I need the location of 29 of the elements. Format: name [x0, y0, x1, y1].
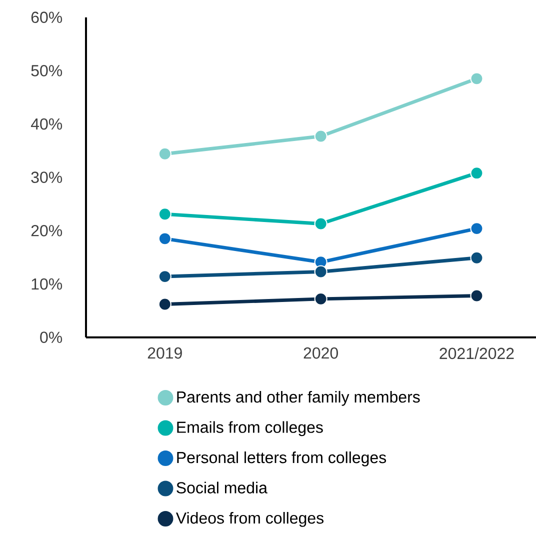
y-tick-label: 60% — [31, 12, 62, 23]
legend-label: Parents and other family members — [177, 390, 420, 406]
y-tick-label: 50% — [31, 65, 62, 76]
point — [470, 289, 484, 302]
x-tick-label: 2020 — [304, 347, 338, 359]
legend-label: Emails from colleges — [177, 421, 323, 436]
legend-label: Social media — [176, 482, 268, 494]
y-tick-label: 20% — [31, 225, 62, 236]
point — [470, 222, 484, 236]
point — [314, 292, 328, 306]
y-tick-label: 0% — [40, 332, 62, 343]
y-tick-label: 10% — [32, 278, 62, 290]
legend-label: Videos from colleges — [176, 512, 324, 527]
point — [314, 130, 328, 143]
point — [158, 147, 172, 160]
x-tick-label: 2021/2022 — [440, 347, 514, 360]
point — [158, 298, 172, 311]
point — [314, 265, 328, 278]
point — [470, 251, 484, 264]
legend-label: Personal letters from colleges — [177, 451, 386, 466]
y-tick-label: 40% — [30, 118, 62, 130]
point — [314, 217, 328, 230]
point — [158, 270, 172, 284]
x-tick-label: 2019 — [148, 347, 182, 359]
y-tick-label: 30% — [31, 172, 62, 183]
point — [470, 72, 484, 86]
point — [158, 232, 172, 246]
point — [158, 208, 172, 221]
point — [470, 166, 484, 180]
